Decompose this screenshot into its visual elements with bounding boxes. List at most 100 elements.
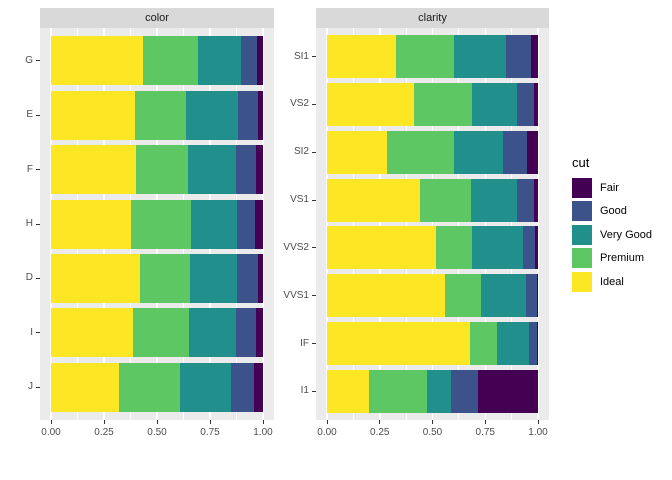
- bar-row-F: [51, 145, 263, 195]
- bar-segment-fair: [535, 226, 538, 270]
- y-tick: [312, 103, 316, 105]
- y-axis-label: SI2: [293, 146, 309, 158]
- x-tick-label: 0.50: [422, 427, 443, 438]
- x-tick-label: 0.25: [94, 427, 114, 438]
- grid-line-minor: [458, 28, 460, 420]
- grid-line-minor: [511, 28, 513, 420]
- bar-segment-premium: [118, 362, 180, 412]
- bar-segment-very-good: [496, 322, 529, 366]
- y-tick: [312, 56, 316, 58]
- y-tick: [312, 390, 316, 392]
- bar-segment-good: [506, 35, 532, 79]
- bar-segment-good: [237, 90, 259, 140]
- bar-segment-very-good: [190, 199, 238, 249]
- x-tick-label: 1.00: [528, 427, 548, 438]
- legend-key-good: [572, 201, 592, 222]
- facet-strip: color: [40, 8, 274, 28]
- y-axis-label: I1: [300, 385, 309, 397]
- bar-row-H: [51, 199, 263, 249]
- bar-row-SI2: [327, 130, 538, 174]
- y-axis-label: D: [25, 272, 33, 284]
- bar-segment-very-good: [187, 145, 236, 195]
- x-tick: [326, 420, 328, 424]
- x-tick: [209, 420, 211, 424]
- x-tick: [156, 420, 158, 424]
- x-tick: [484, 420, 486, 424]
- y-axis-label: VVS2: [283, 241, 309, 253]
- bar-segment-very-good: [480, 274, 527, 318]
- bar-segment-very-good: [426, 369, 451, 413]
- bar-segment-premium: [135, 90, 186, 140]
- bar-segment-good: [523, 226, 536, 270]
- x-tick: [537, 420, 539, 424]
- bar-row-I: [51, 308, 264, 358]
- y-axis-label: J: [28, 381, 33, 393]
- bar-row-E: [51, 90, 263, 140]
- y-axis-label: VVS1: [283, 289, 309, 301]
- bar-segment-ideal: [51, 90, 136, 140]
- bar-segment-very-good: [471, 178, 517, 222]
- y-tick: [36, 169, 40, 171]
- legend-label: Good: [600, 205, 627, 218]
- bar-segment-fair: [257, 36, 263, 86]
- y-tick: [36, 277, 40, 279]
- facet-strip: clarity: [316, 8, 549, 28]
- legend-label: Very Good: [600, 228, 652, 241]
- bar-row-VVS2: [327, 226, 538, 270]
- bar-segment-fair: [536, 322, 538, 366]
- bar-segment-good: [516, 178, 534, 222]
- bar-segment-very-good: [188, 308, 236, 358]
- bar-segment-ideal: [51, 36, 143, 86]
- bar-segment-good: [230, 362, 254, 412]
- grid-line-major: [537, 28, 539, 420]
- bar-segment-premium: [139, 253, 190, 303]
- bar-segment-ideal: [327, 178, 420, 222]
- y-tick: [36, 386, 40, 388]
- grid-line-major: [431, 28, 434, 420]
- grid-line-major: [326, 28, 328, 420]
- legend-key-fair: [572, 178, 592, 198]
- bar-segment-good: [528, 322, 537, 366]
- bar-segment-good: [450, 369, 479, 413]
- legend-title: cut: [572, 155, 590, 170]
- grid-line-major: [262, 28, 264, 420]
- bar-segment-good: [235, 145, 257, 195]
- legend-key-very-good: [572, 224, 592, 245]
- bar-segment-good: [240, 36, 258, 86]
- y-axis-label: VS2: [290, 98, 309, 110]
- x-tick-label: 0.00: [317, 427, 337, 438]
- bar-segment-good: [516, 82, 534, 126]
- x-tick: [432, 420, 433, 424]
- x-tick-label: 0.75: [200, 427, 220, 438]
- bar-segment-very-good: [472, 82, 517, 126]
- x-tick: [379, 420, 381, 424]
- legend-label: Fair: [600, 182, 619, 194]
- bar-segment-good: [526, 274, 538, 318]
- bar-segment-ideal: [51, 199, 131, 249]
- bar-segment-ideal: [327, 274, 446, 318]
- grid-line-minor: [352, 28, 354, 420]
- bar-segment-premium: [386, 130, 455, 174]
- y-tick: [312, 151, 316, 153]
- bar-segment-good: [235, 308, 257, 358]
- grid-line-major: [484, 28, 486, 420]
- legend-label: Ideal: [600, 275, 624, 288]
- bar-segment-premium: [396, 35, 454, 79]
- x-tick-label: 0.00: [41, 427, 61, 438]
- x-tick: [262, 420, 264, 424]
- bar-segment-premium: [136, 145, 188, 195]
- bar-segment-good: [237, 253, 258, 303]
- bar-segment-very-good: [179, 362, 231, 412]
- bar-row-G: [51, 36, 263, 86]
- y-axis-label: I: [30, 326, 33, 338]
- x-tick: [103, 420, 105, 424]
- bar-segment-premium: [368, 369, 427, 413]
- bar-segment-very-good: [454, 130, 503, 174]
- bar-segment-very-good: [186, 90, 238, 140]
- y-axis-label: F: [26, 163, 33, 175]
- y-tick: [312, 295, 316, 297]
- y-axis-label: E: [26, 109, 33, 121]
- bar-row-D: [51, 253, 263, 303]
- y-tick: [312, 247, 316, 249]
